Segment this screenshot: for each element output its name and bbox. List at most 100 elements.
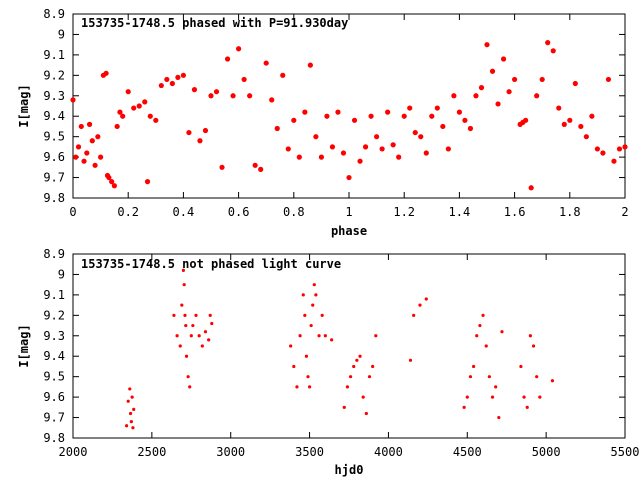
- data-point: [318, 154, 324, 160]
- data-point: [550, 48, 556, 54]
- data-point: [298, 334, 302, 338]
- data-point: [303, 313, 307, 317]
- data-point: [522, 395, 526, 399]
- data-point: [311, 303, 315, 307]
- data-point: [142, 99, 148, 105]
- x-axis-label: phase: [331, 224, 367, 238]
- data-point: [456, 109, 462, 115]
- data-point: [285, 146, 291, 152]
- data-point: [561, 121, 567, 127]
- data-point: [357, 158, 363, 164]
- y-tick-label: 9: [58, 267, 65, 281]
- data-point: [306, 375, 310, 379]
- data-point: [111, 183, 117, 189]
- x-tick-label: 1.4: [449, 205, 471, 219]
- data-point: [314, 293, 318, 297]
- data-point: [467, 125, 474, 132]
- data-point: [434, 105, 440, 111]
- data-point: [361, 395, 365, 399]
- data-point: [317, 334, 321, 338]
- data-point: [194, 313, 198, 317]
- data-point: [263, 60, 269, 66]
- data-point: [313, 134, 319, 140]
- data-point: [468, 375, 473, 379]
- data-point: [78, 123, 84, 130]
- data-point: [374, 134, 380, 140]
- data-point: [490, 395, 495, 399]
- data-point: [180, 303, 184, 307]
- data-point: [412, 129, 418, 136]
- data-point: [95, 134, 101, 140]
- data-point: [98, 154, 104, 160]
- data-point: [230, 93, 236, 99]
- data-point: [184, 354, 189, 358]
- data-point: [304, 354, 309, 358]
- data-point: [539, 76, 545, 83]
- data-point: [289, 344, 293, 348]
- y-tick-label: 9.1: [43, 288, 65, 302]
- data-point: [611, 158, 617, 164]
- data-point: [130, 395, 134, 399]
- data-point: [131, 426, 135, 430]
- data-point: [120, 113, 126, 119]
- data-point: [500, 56, 507, 62]
- data-point: [189, 334, 193, 338]
- plot-frame: [72, 13, 626, 199]
- data-point: [367, 375, 372, 379]
- x-tick-labels: 0 0.2 0.4 0.6 0.8 1 1.2 1.4 1.6 1.8 2: [69, 205, 628, 219]
- data-point: [184, 323, 188, 328]
- data-point: [487, 375, 491, 379]
- data-point: [175, 334, 179, 338]
- data-point: [320, 313, 324, 317]
- data-point: [302, 109, 308, 115]
- data-point: [207, 338, 211, 342]
- data-point: [329, 144, 336, 150]
- data-point: [86, 121, 93, 127]
- data-point: [191, 323, 195, 328]
- data-point: [109, 179, 115, 185]
- data-point: [345, 385, 350, 389]
- data-point: [126, 399, 130, 403]
- y-tick-label: 8.9: [43, 247, 65, 261]
- data-point: [423, 150, 429, 156]
- data-point: [497, 415, 501, 420]
- data-point: [578, 123, 584, 130]
- data-point: [523, 117, 529, 123]
- data-point: [385, 109, 391, 115]
- data-point: [355, 358, 359, 362]
- data-point: [136, 103, 142, 109]
- data-point: [481, 313, 485, 317]
- data-point: [429, 113, 435, 119]
- data-point: [465, 395, 469, 399]
- data-point: [200, 344, 204, 348]
- data-point: [534, 93, 540, 99]
- data-point: [164, 76, 170, 83]
- data-point: [181, 268, 185, 272]
- data-point: [128, 387, 132, 391]
- y-tick-label: 9.3: [43, 329, 65, 343]
- y-tick-label: 9.6: [43, 150, 65, 164]
- data-point: [475, 334, 479, 338]
- data-point: [340, 150, 347, 156]
- data-point: [371, 364, 375, 369]
- y-tick-label: 9.4: [43, 349, 65, 363]
- data-point: [323, 334, 327, 338]
- x-tick-label: 1.6: [504, 205, 526, 219]
- phased-light-curve-panel: 0 0.2 0.4 0.6 0.8 1 1.2 1.4 1.6 1.8 2 8.9 9 9.1 9.2 9.…: [17, 7, 629, 238]
- data-point: [364, 411, 368, 416]
- data-point: [535, 375, 539, 379]
- data-point: [600, 150, 606, 156]
- data-point: [594, 146, 601, 152]
- x-tick-label: 2000: [59, 445, 88, 459]
- data-point: [182, 283, 186, 287]
- x-tick-label: 3000: [216, 445, 245, 459]
- data-point: [324, 113, 330, 119]
- data-point: [309, 323, 313, 328]
- data-point: [462, 117, 468, 123]
- y-tick-label: 9.8: [43, 191, 65, 205]
- plot-title: 153735-1748.5 phased with P=91.930day: [81, 16, 348, 30]
- data-point: [236, 46, 242, 52]
- data-point: [418, 303, 422, 307]
- data-point: [351, 117, 358, 123]
